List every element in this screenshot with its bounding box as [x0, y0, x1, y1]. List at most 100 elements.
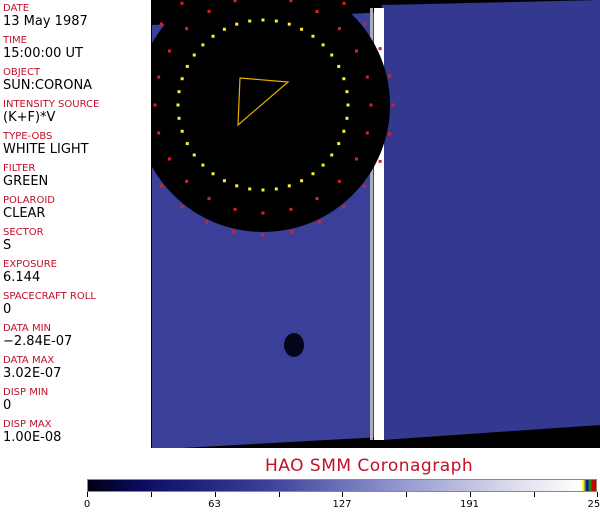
grid-dot	[180, 205, 184, 209]
grid-dot	[261, 188, 265, 192]
field-value: CLEAR	[3, 206, 46, 221]
dust-spot	[284, 333, 304, 357]
grid-dot	[261, 18, 265, 22]
grid-dot	[342, 77, 346, 81]
grid-dot	[342, 129, 346, 133]
grid-dot	[157, 75, 161, 79]
grid-dot	[337, 64, 341, 68]
field-label: DATA MAX	[3, 355, 55, 366]
grid-dot	[315, 9, 319, 13]
field-label: SECTOR	[3, 227, 44, 238]
grid-dot	[222, 27, 226, 31]
colorbar-tick	[214, 492, 216, 497]
field-value: 3.02E-07	[3, 366, 62, 381]
grid-dot	[287, 184, 291, 188]
grid-dot	[290, 230, 294, 234]
grid-dot	[365, 75, 369, 79]
grid-dot	[342, 1, 346, 5]
field-label: OBJECT	[3, 67, 41, 78]
field-label: DISP MAX	[3, 419, 52, 430]
field-value: 13 May 1987	[3, 14, 88, 29]
grid-dot	[363, 22, 367, 26]
grid-dot	[248, 19, 252, 23]
grid-dot	[369, 103, 373, 107]
grid-dots	[153, 0, 395, 237]
field-value: WHITE LIGHT	[3, 142, 89, 157]
grid-dot	[192, 153, 196, 157]
colorbar-minor-tick	[151, 492, 152, 497]
grid-dot	[207, 9, 211, 13]
grid-dot	[289, 0, 293, 3]
grid-dot	[159, 22, 163, 26]
grid-dot	[157, 131, 161, 135]
grid-dot	[185, 142, 189, 146]
grid-dot	[180, 1, 184, 5]
field-label: EXPOSURE	[3, 259, 58, 270]
grid-dot	[337, 179, 341, 183]
grid-dot	[342, 205, 346, 209]
grid-dot	[345, 90, 349, 94]
field-label: TIME	[3, 35, 28, 46]
grid-dot	[287, 22, 291, 26]
grid-dot	[222, 179, 226, 183]
field-time: TIME 15:00:00 UT	[3, 35, 83, 61]
colorbar-tick-label: 0	[83, 499, 91, 510]
grid-dot	[185, 27, 189, 31]
grid-dot	[311, 172, 315, 176]
grid-dot	[355, 157, 359, 161]
grid-dot	[330, 53, 334, 57]
grid-dot	[274, 19, 278, 23]
field-data-max: DATA MAX 3.02E-07	[3, 355, 61, 381]
field-exposure: EXPOSURE 6.144	[3, 259, 57, 285]
field-value: S	[3, 238, 12, 253]
grid-dot	[180, 77, 184, 81]
grid-dot	[317, 220, 321, 224]
grid-dot	[261, 211, 265, 215]
grid-dot	[261, 233, 265, 237]
field-object: OBJECT SUN:CORONA	[3, 67, 92, 93]
occulter-disk	[152, 0, 390, 232]
field-label: FILTER	[3, 163, 36, 174]
field-value: 6.144	[3, 270, 41, 285]
grid-dot	[391, 103, 395, 107]
grid-dot	[330, 153, 334, 157]
grid-dot	[311, 34, 315, 38]
field-value: 1.00E-08	[3, 430, 62, 445]
colorbar-tick-label: 63	[208, 499, 221, 510]
colorbar-tick	[87, 492, 88, 497]
field-date: DATE 13 May 1987	[3, 3, 88, 29]
grid-dot	[346, 103, 350, 107]
plot-title: HAO SMM Coronagraph	[265, 456, 474, 476]
sky-field-right	[382, 0, 600, 440]
grid-dot	[167, 49, 171, 53]
grid-dot	[363, 184, 367, 188]
field-label: POLAROID	[3, 195, 56, 206]
grid-dot	[205, 220, 209, 224]
grid-dot	[167, 157, 171, 161]
grid-dot	[388, 74, 392, 78]
grid-dot	[159, 184, 163, 188]
grid-dot	[201, 163, 205, 167]
grid-dot	[192, 53, 196, 57]
grid-dot	[315, 197, 319, 201]
grid-dot	[300, 179, 304, 183]
field-value: (K+F)*V	[3, 110, 56, 125]
colorbar-tick	[469, 492, 471, 497]
field-disp-min: DISP MIN 0	[3, 387, 48, 413]
grid-dot	[180, 129, 184, 133]
grid-dot	[355, 49, 359, 53]
grid-dot	[248, 187, 252, 191]
field-value: 15:00:00 UT	[3, 46, 83, 61]
header-info-panel: DATE 13 May 1987 TIME 15:00:00 UT OBJECT SUN:…	[0, 0, 152, 448]
grid-dot	[233, 0, 237, 3]
grid-dot	[235, 184, 239, 188]
pylon-stripe	[374, 8, 384, 440]
field-polaroid: POLAROID CLEAR	[3, 195, 55, 221]
colorbar-tick-label: 255	[587, 499, 600, 510]
grid-dot	[176, 103, 180, 107]
field-label: TYPE-OBS	[3, 131, 53, 142]
pylon-edge	[370, 8, 373, 440]
field-value: SUN:CORONA	[3, 78, 93, 93]
colorbar-tick-label: 191	[459, 499, 480, 510]
coronagraph-image	[152, 0, 600, 448]
